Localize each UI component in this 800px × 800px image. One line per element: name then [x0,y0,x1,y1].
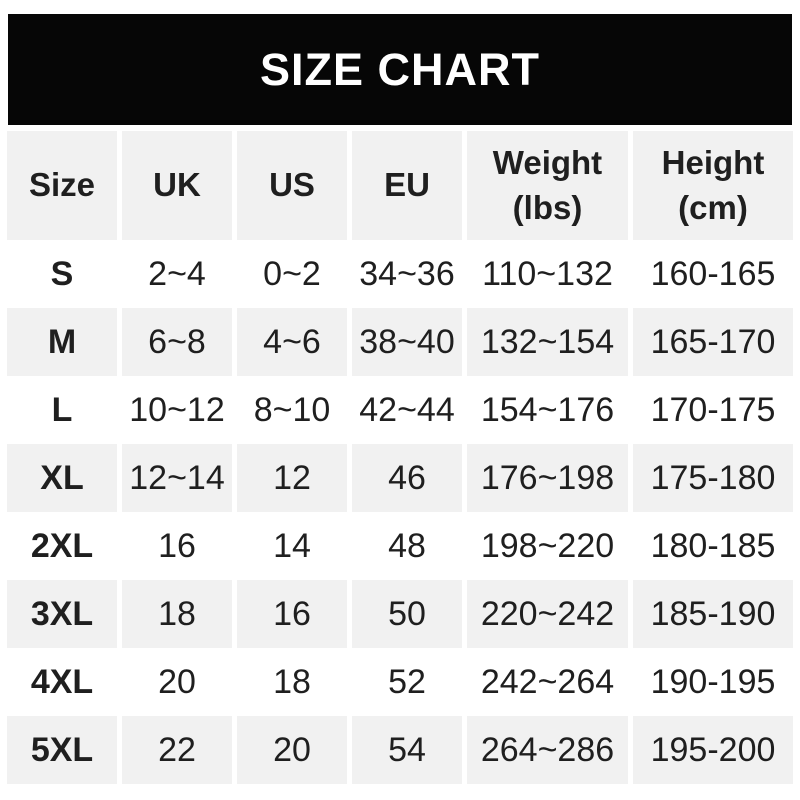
weight-cell: 198~220 [480,526,615,565]
size-cell: 3XL [7,580,117,648]
us-cell: 14 [273,526,311,565]
eu-cell: 46 [352,444,462,512]
column-header-sublabel: (lbs) [512,188,583,226]
uk-cell: 18 [122,580,232,648]
height-cell: 160-165 [650,254,776,293]
table-row-5xl: 5XL 22 20 54 264~286 195-200 [7,716,793,784]
column-header-label: Weight [492,143,603,181]
weight-cell: 110~132 [482,254,613,293]
size-cell: XL [7,444,117,512]
table-row-2xl: 2XL 16 14 48 198~220 180-185 [7,512,793,580]
uk-cell: 16 [158,526,196,565]
column-header-size: Size [7,131,117,240]
size-cell: M [7,308,117,376]
uk-cell: 22 [122,716,232,784]
column-header-eu: EU [352,131,462,240]
weight-cell: 242~264 [480,662,615,701]
column-header-weight: Weight (lbs) [467,131,628,240]
uk-cell: 10~12 [129,390,225,429]
size-chart-table: Size UK US EU Weight (lbs) Height (cm) [2,131,798,784]
eu-cell: 48 [388,526,426,565]
height-cell: 190-195 [650,662,776,701]
size-cell: S [50,254,74,293]
column-header-uk: UK [122,131,232,240]
height-cell: 180-185 [650,526,776,565]
eu-cell: 38~40 [352,308,462,376]
column-header-label: US [269,166,315,204]
table-row-s: S 2~4 0~2 34~36 110~132 160-165 [7,240,793,308]
column-header-sublabel: (cm) [678,188,748,226]
size-cell: 2XL [30,526,94,565]
weight-cell: 264~286 [467,716,628,784]
height-cell: 165-170 [633,308,793,376]
column-header-label: EU [384,166,430,204]
eu-cell: 52 [388,662,426,701]
table-row-m: M 6~8 4~6 38~40 132~154 165-170 [7,308,793,376]
table-row-l: L 10~12 8~10 42~44 154~176 170-175 [7,376,793,444]
us-cell: 8~10 [253,390,331,429]
eu-cell: 42~44 [359,390,455,429]
size-chart-banner: SIZE CHART [8,14,792,125]
column-header-us: US [237,131,347,240]
us-cell: 12 [237,444,347,512]
table-header-row: Size UK US EU Weight (lbs) Height (cm) [7,131,793,240]
weight-cell: 220~242 [467,580,628,648]
us-cell: 4~6 [237,308,347,376]
page-title: SIZE CHART [260,43,540,95]
size-cell: L [51,390,73,429]
column-header-label: Size [28,166,96,204]
eu-cell: 34~36 [359,254,455,293]
uk-cell: 20 [158,662,196,701]
column-header-label: UK [153,166,201,204]
column-header-height: Height (cm) [633,131,793,240]
us-cell: 18 [273,662,311,701]
table-row-3xl: 3XL 18 16 50 220~242 185-190 [7,580,793,648]
us-cell: 16 [237,580,347,648]
size-cell: 5XL [7,716,117,784]
eu-cell: 50 [352,580,462,648]
weight-cell: 176~198 [467,444,628,512]
weight-cell: 154~176 [480,390,615,429]
height-cell: 175-180 [633,444,793,512]
uk-cell: 2~4 [148,254,206,293]
weight-cell: 132~154 [467,308,628,376]
eu-cell: 54 [352,716,462,784]
size-cell: 4XL [30,662,94,701]
uk-cell: 12~14 [122,444,232,512]
height-cell: 185-190 [633,580,793,648]
height-cell: 170-175 [650,390,776,429]
column-header-label: Height [661,143,765,181]
uk-cell: 6~8 [122,308,232,376]
us-cell: 0~2 [263,254,321,293]
height-cell: 195-200 [633,716,793,784]
table-row-4xl: 4XL 20 18 52 242~264 190-195 [7,648,793,716]
us-cell: 20 [237,716,347,784]
table-row-xl: XL 12~14 12 46 176~198 175-180 [7,444,793,512]
